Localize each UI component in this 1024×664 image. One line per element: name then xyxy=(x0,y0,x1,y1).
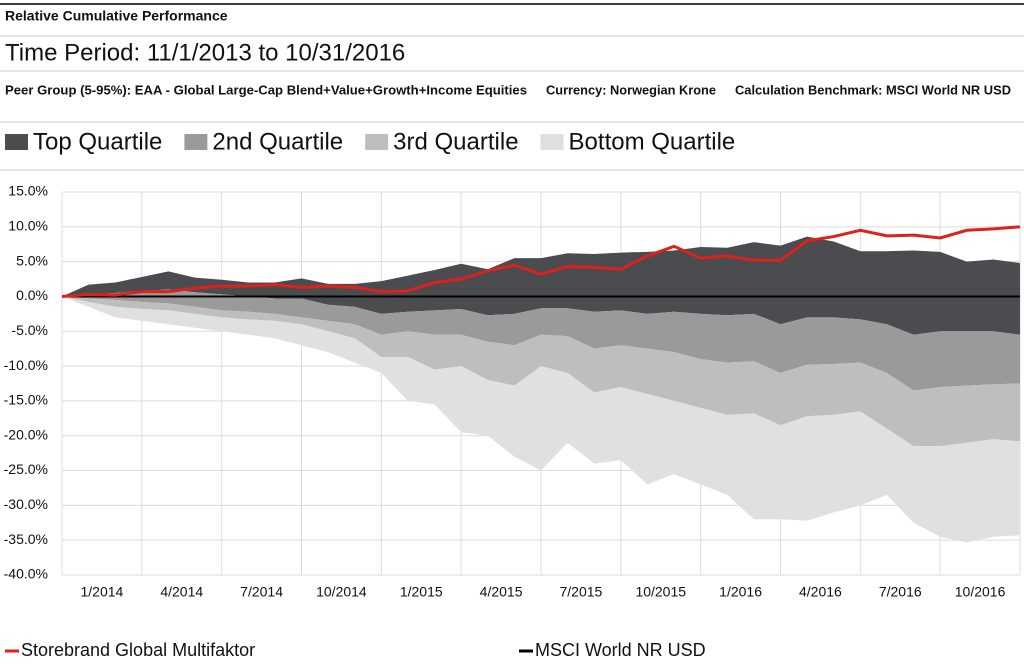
y-tick-label: -25.0% xyxy=(4,461,48,477)
x-tick-label: 1/2016 xyxy=(719,584,762,600)
x-tick-label: 7/2015 xyxy=(560,584,603,600)
y-tick-label: 0.0% xyxy=(16,287,48,303)
legend-label: MSCI World NR USD xyxy=(535,640,706,660)
x-tick-label: 4/2014 xyxy=(160,584,203,600)
x-tick-label: 10/2016 xyxy=(955,584,1006,600)
legend-swatch xyxy=(540,134,564,150)
y-tick-label: -35.0% xyxy=(4,531,48,547)
legend-label: 2nd Quartile xyxy=(212,128,343,155)
legend-label: 3rd Quartile xyxy=(393,128,518,155)
y-tick-label: -10.0% xyxy=(4,357,48,373)
peer-group: Peer Group (5-95%): EAA - Global Large-C… xyxy=(5,82,527,97)
y-tick-label: -15.0% xyxy=(4,392,48,408)
quartile-band xyxy=(62,289,1020,391)
x-tick-label: 10/2015 xyxy=(635,584,686,600)
benchmark-note: Calculation Benchmark: MSCI World NR USD xyxy=(735,82,1011,97)
x-tick-label: 7/2014 xyxy=(240,584,283,600)
x-tick-label: 7/2016 xyxy=(879,584,922,600)
y-tick-label: 5.0% xyxy=(16,252,48,268)
y-tick-label: -5.0% xyxy=(11,322,48,338)
header-title: Relative Cumulative Performance xyxy=(5,8,228,24)
legend-swatch xyxy=(184,134,208,150)
currency: Currency: Norwegian Krone xyxy=(546,82,716,97)
y-tick-label: -20.0% xyxy=(4,426,48,442)
x-tick-label: 4/2016 xyxy=(799,584,842,600)
quartile-band xyxy=(62,296,1020,543)
legend-swatch xyxy=(365,134,389,150)
y-tick-label: -30.0% xyxy=(4,496,48,512)
legend-label: Bottom Quartile xyxy=(569,128,736,155)
legend-label: Top Quartile xyxy=(33,128,162,155)
x-tick-label: 1/2014 xyxy=(81,584,124,600)
x-tick-label: 1/2015 xyxy=(400,584,443,600)
legend-swatch xyxy=(5,134,28,150)
x-tick-label: 4/2015 xyxy=(480,584,523,600)
time-period: Time Period: 11/1/2013 to 10/31/2016 xyxy=(5,39,405,66)
x-tick-label: 10/2014 xyxy=(316,584,367,600)
y-tick-label: -40.0% xyxy=(4,566,48,582)
y-tick-label: 10.0% xyxy=(8,218,48,234)
legend-label: Storebrand Global Multifaktor xyxy=(21,640,255,660)
series-line xyxy=(61,225,1021,298)
quartile-band xyxy=(62,296,1020,447)
y-tick-label: 15.0% xyxy=(8,183,48,199)
